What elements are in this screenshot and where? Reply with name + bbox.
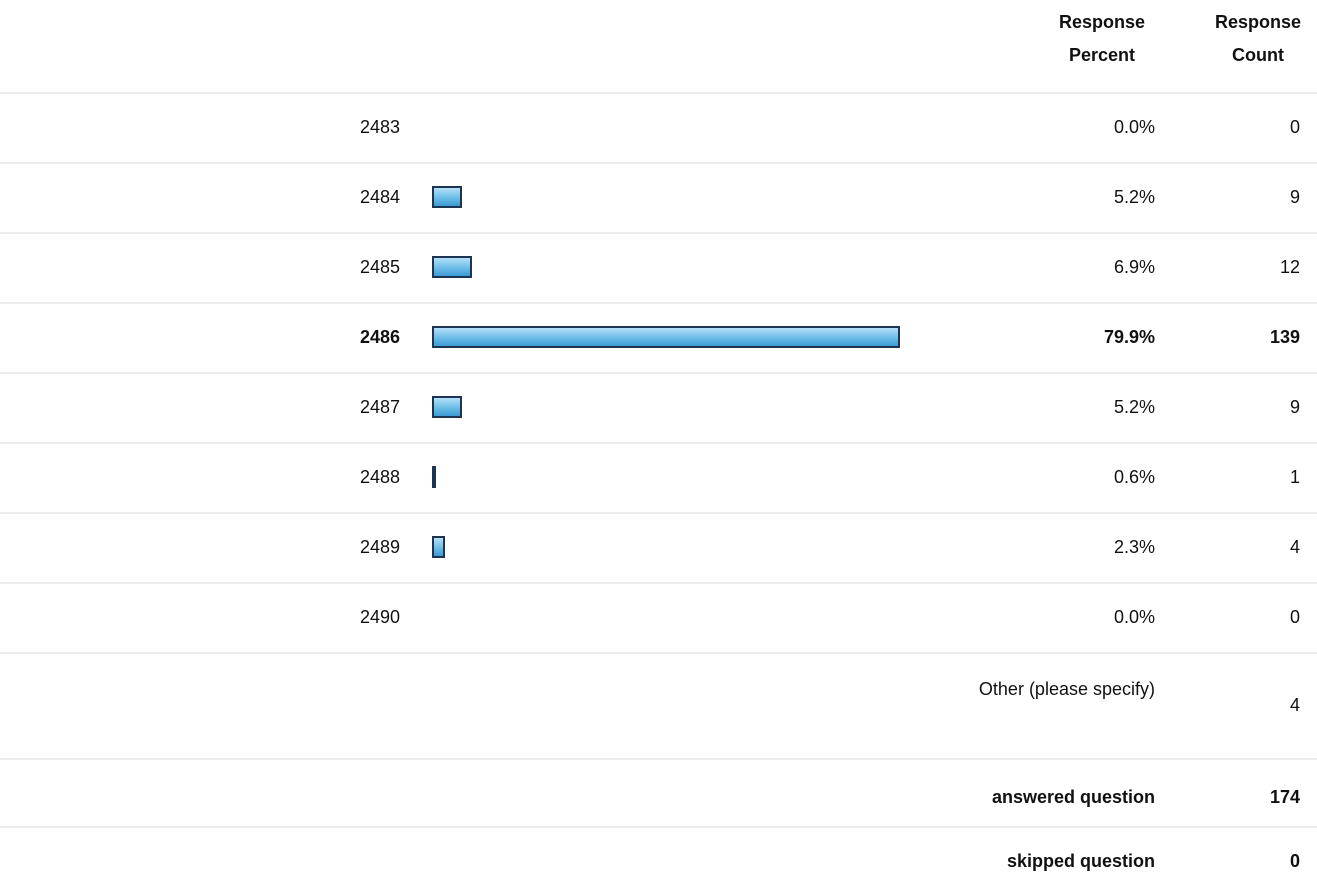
bar [432,466,436,488]
row-separator [0,92,1317,94]
count-label: 12 [1279,257,1300,277]
count-label: 0 [1289,607,1300,627]
percent-label: 2.3% [1113,537,1155,557]
category-label: 2488 [359,467,400,487]
count-label: 139 [1269,327,1300,347]
percent-label: 5.2% [1113,397,1155,417]
category-label: 2487 [359,397,400,417]
percent-label: 79.9% [1103,327,1155,347]
answered-count: 174 [1269,787,1300,807]
skipped-label: skipped question [1006,851,1155,871]
count-label: 9 [1289,397,1300,417]
row-separator [0,512,1317,514]
other-label: Other (please specify) [978,679,1155,699]
bar [432,256,473,278]
row-separator [0,302,1317,304]
category-label: 2483 [359,117,400,137]
category-label: 2484 [359,187,400,207]
count-label: 4 [1289,537,1300,557]
bar [432,536,446,558]
bar [432,326,901,348]
percent-label: 0.0% [1113,117,1155,137]
row-separator [0,232,1317,234]
count-label: 0 [1289,117,1300,137]
row-separator [0,372,1317,374]
skipped-count: 0 [1289,851,1300,871]
row-separator [0,652,1317,654]
category-label: 2490 [359,607,400,627]
column-header: Response Count [1214,12,1302,65]
percent-label: 5.2% [1113,187,1155,207]
percent-label: 6.9% [1113,257,1155,277]
row-separator [0,582,1317,584]
bar [432,396,463,418]
answered-label: answered question [991,787,1155,807]
row-separator [0,442,1317,444]
count-label: 1 [1289,467,1300,487]
row-separator [0,758,1317,760]
count-label: 9 [1289,187,1300,207]
category-label: 2486 [359,327,400,347]
percent-label: 0.0% [1113,607,1155,627]
category-label: 2489 [359,537,400,557]
row-separator [0,826,1317,828]
category-label: 2485 [359,257,400,277]
percent-label: 0.6% [1113,467,1155,487]
bar [432,186,463,208]
row-separator [0,162,1317,164]
other-count: 4 [1289,695,1300,715]
column-header: Response Percent [1058,12,1146,65]
